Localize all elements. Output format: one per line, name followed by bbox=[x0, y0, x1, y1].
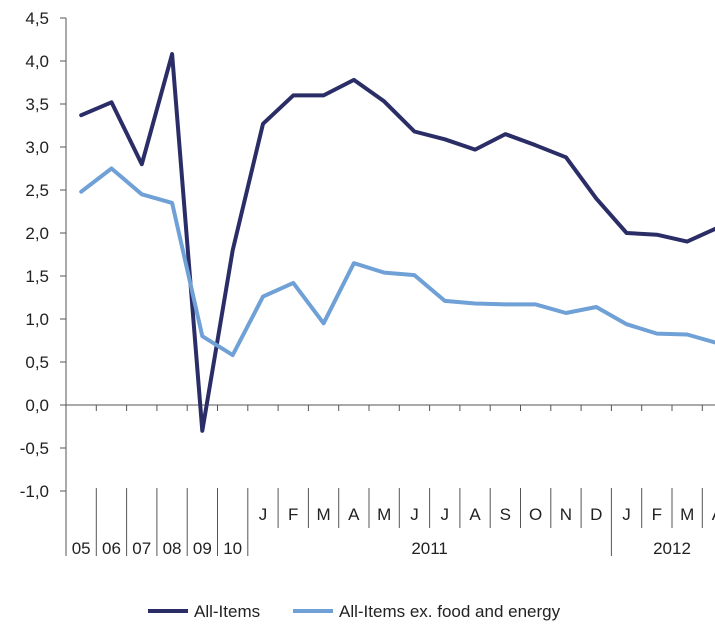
x-tick-label: J bbox=[259, 505, 268, 524]
series-line-0 bbox=[79, 52, 715, 433]
x-tick-label: A bbox=[348, 505, 360, 524]
y-axis: -1,0 -0,5 0,0 0,5 1,0 1,5 2,0 2,5 3,0 3,5 4,0 4,5 bbox=[20, 9, 67, 501]
x-tick-label: 08 bbox=[163, 539, 182, 558]
year-label: 2011 bbox=[411, 539, 448, 558]
x-tick-label: N bbox=[560, 505, 572, 524]
x-tick-label: M bbox=[377, 505, 391, 524]
x-tick-label: 06 bbox=[102, 539, 121, 558]
x-axis: 050607080910JFMAMJJASONDJFMA20112012 bbox=[65, 404, 715, 558]
x-tick-label: 05 bbox=[72, 539, 91, 558]
x-tick-label: 10 bbox=[223, 539, 242, 558]
x-tick-label: A bbox=[712, 505, 715, 524]
year-label: 2012 bbox=[653, 539, 691, 558]
legend-label: All-Items ex. food and energy bbox=[339, 602, 561, 621]
y-tick-label: 0,5 bbox=[25, 353, 49, 372]
y-tick-label: -0,5 bbox=[20, 439, 49, 458]
x-tick-label: M bbox=[316, 505, 330, 524]
y-tick-label: 1,0 bbox=[25, 310, 49, 329]
x-tick-label: S bbox=[500, 505, 511, 524]
y-tick-label: 3,5 bbox=[25, 95, 49, 114]
y-tick-label: 4,5 bbox=[25, 9, 49, 28]
x-tick-label: F bbox=[288, 505, 298, 524]
x-tick-label: J bbox=[622, 505, 631, 524]
y-tick-label: 4,0 bbox=[25, 52, 49, 71]
x-tick-label: 07 bbox=[132, 539, 151, 558]
legend: All-Items All-Items ex. food and energy bbox=[148, 602, 561, 621]
x-tick-label: J bbox=[410, 505, 419, 524]
x-tick-label: D bbox=[590, 505, 602, 524]
y-tick-label: 2,5 bbox=[25, 181, 49, 200]
y-tick-label: 1,5 bbox=[25, 267, 49, 286]
series-lines bbox=[79, 52, 715, 433]
x-tick-label: O bbox=[529, 505, 542, 524]
legend-label: All-Items bbox=[194, 602, 260, 621]
series-line-1 bbox=[79, 166, 715, 358]
x-tick-label: J bbox=[441, 505, 450, 524]
y-tick-label: 2,0 bbox=[25, 224, 49, 243]
x-tick-label: F bbox=[652, 505, 662, 524]
x-tick-label: 09 bbox=[193, 539, 212, 558]
x-tick-label: M bbox=[680, 505, 694, 524]
x-tick-label: A bbox=[469, 505, 481, 524]
y-tick-label: 3,0 bbox=[25, 138, 49, 157]
y-tick-label: 0,0 bbox=[25, 396, 49, 415]
y-tick-label: -1,0 bbox=[20, 482, 49, 501]
